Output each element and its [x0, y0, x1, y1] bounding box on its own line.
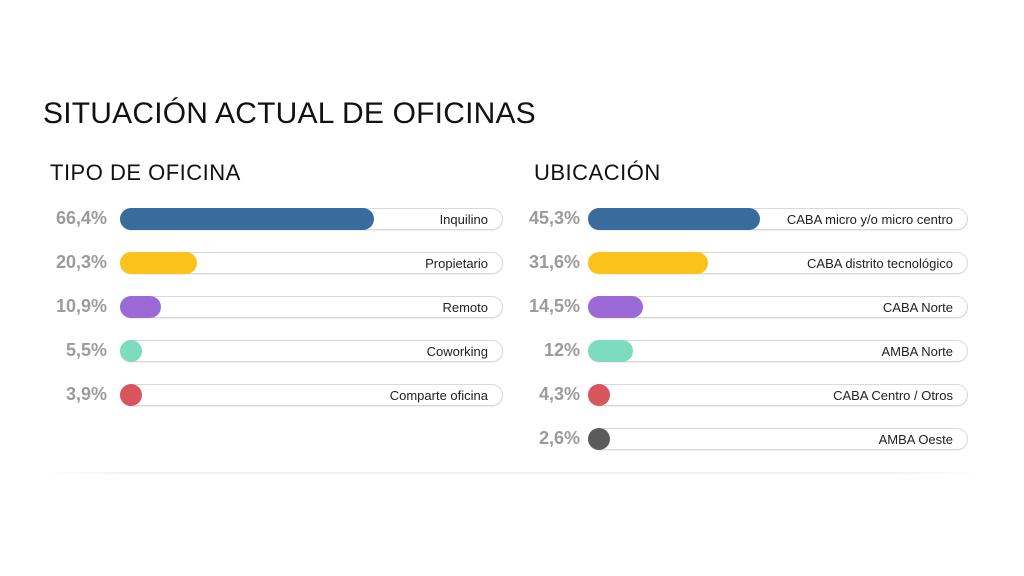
category-label: Propietario [425, 256, 488, 271]
value-label: 5,5% [65, 340, 107, 360]
value-label: 20,3% [55, 252, 107, 272]
category-label: AMBA Norte [881, 344, 953, 359]
category-label: Remoto [442, 300, 488, 315]
bar-track: CABA micro y/o micro centro [587, 207, 968, 230]
page-title: SITUACIÓN ACTUAL DE OFICINAS [43, 97, 536, 130]
category-label: CABA micro y/o micro centro [786, 212, 953, 227]
value-label: 2,6% [538, 428, 580, 448]
bar [587, 251, 708, 274]
category-label: CABA Centro / Otros [833, 388, 953, 403]
value-label: 10,9% [55, 296, 107, 316]
value-label: 45,3% [528, 208, 580, 228]
category-label: Inquilino [439, 212, 488, 227]
bar-track: AMBA Oeste [587, 427, 968, 450]
bar-track: AMBA Norte [587, 339, 968, 362]
bar [587, 207, 760, 230]
bar [119, 383, 142, 406]
value-label: 31,6% [528, 252, 580, 272]
bar-track: Coworking [119, 339, 503, 362]
bar-track: CABA Centro / Otros [587, 383, 968, 406]
ubicacion-title: UBICACIÓN [534, 160, 661, 185]
bar [119, 251, 198, 274]
value-label: 12% [543, 340, 580, 360]
category-label: Comparte oficina [389, 388, 488, 403]
value-label: 4,3% [538, 384, 580, 404]
value-label: 66,4% [55, 208, 107, 228]
bar [119, 295, 162, 318]
category-label: AMBA Oeste [878, 432, 953, 447]
category-label: Coworking [426, 344, 488, 359]
category-label: CABA Norte [882, 300, 953, 315]
value-label: 3,9% [65, 384, 107, 404]
category-label: CABA distrito tecnológico [807, 256, 953, 271]
divider [40, 472, 980, 474]
bar [587, 427, 610, 450]
bar-track: CABA Norte [587, 295, 968, 318]
value-label: 14,5% [528, 296, 580, 316]
bar-track: Propietario [119, 251, 503, 274]
bar-track: Inquilino [119, 207, 503, 230]
tipo-oficina-title: TIPO DE OFICINA [50, 160, 241, 185]
bar-track: CABA distrito tecnológico [587, 251, 968, 274]
bar [119, 339, 142, 362]
bar [587, 339, 634, 362]
bar [587, 383, 610, 406]
bar-track: Remoto [119, 295, 503, 318]
bar [587, 295, 643, 318]
bar-track: Comparte oficina [119, 383, 503, 406]
bar [119, 207, 374, 230]
